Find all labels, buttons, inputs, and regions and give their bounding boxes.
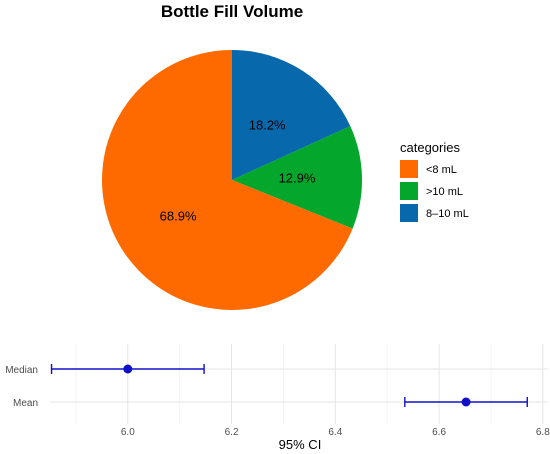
legend-label-gt-10-ml: >10 mL [426,186,463,198]
x-tick-label: 6.6 [432,427,446,438]
point-mean [461,397,471,407]
pie-legend: categories <8 mL >10 mL 8–10 mL [400,140,469,222]
x-tick-label: 6.2 [225,427,239,438]
x-axis-title: 95% CI [279,437,322,452]
x-tick-label: 6.4 [328,427,342,438]
row-label-median: Median [5,365,38,376]
legend-swatch-lt-8-ml [400,160,418,178]
legend-label-8-10-ml: 8–10 mL [426,208,469,220]
pie-slice-lt-8-ml [102,50,353,311]
interval-plot-grid [50,344,548,424]
pie-slice-labels: 18.2% 12.9% 68.9% [160,117,316,223]
x-tick-label: 6.0 [121,427,135,438]
legend-swatch-8-10-ml [400,204,418,222]
legend-label-lt-8-ml: <8 mL [426,164,457,176]
interval-plot-marks [50,364,528,407]
pie-slice-label-gt-10-ml: 12.9% [279,171,316,186]
legend-items: <8 mL >10 mL 8–10 mL [400,160,469,222]
pie-slices [102,50,362,311]
legend-title: categories [400,140,460,155]
interval-plot-x-ticks: 6.0 6.2 6.4 6.6 6.8 [121,427,550,438]
interval-plot: Median Mean 6.0 6.2 6.4 6.6 6.8 95% CI [5,344,550,452]
point-median [123,364,133,374]
interval-plot-row-labels: Median Mean [5,365,38,409]
x-tick-label: 6.8 [536,427,550,438]
legend-swatch-gt-10-ml [400,182,418,200]
row-label-mean: Mean [13,398,38,409]
pie-slice-label-lt-8-ml: 68.9% [160,208,197,223]
pie-slice-8-10-ml [232,50,351,180]
pie-title: Bottle Fill Volume [161,2,303,21]
pie-slice-gt-10-ml [232,126,362,229]
pie-slice-label-8-10-ml: 18.2% [249,117,286,132]
